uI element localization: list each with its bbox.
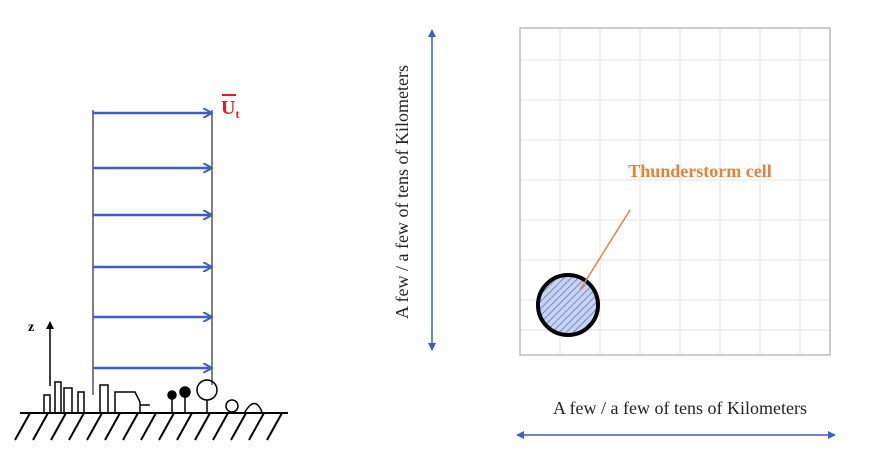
thunderstorm-cell [538, 275, 598, 335]
wind-profile: Ut [93, 95, 239, 395]
diagram: Ut z A few / a few of tens of Kilome [0, 0, 876, 450]
vertical-extent-label: A few / a few of tens of Kilometers [392, 65, 412, 319]
velocity-label: Ut [221, 97, 239, 121]
annotation: Thunderstorm cell [628, 161, 772, 181]
annotation-leader [580, 210, 630, 290]
ground: z [15, 320, 288, 440]
horizontal-extent-label: A few / a few of tens of Kilometers [553, 398, 807, 418]
axis-label: z [28, 320, 34, 335]
